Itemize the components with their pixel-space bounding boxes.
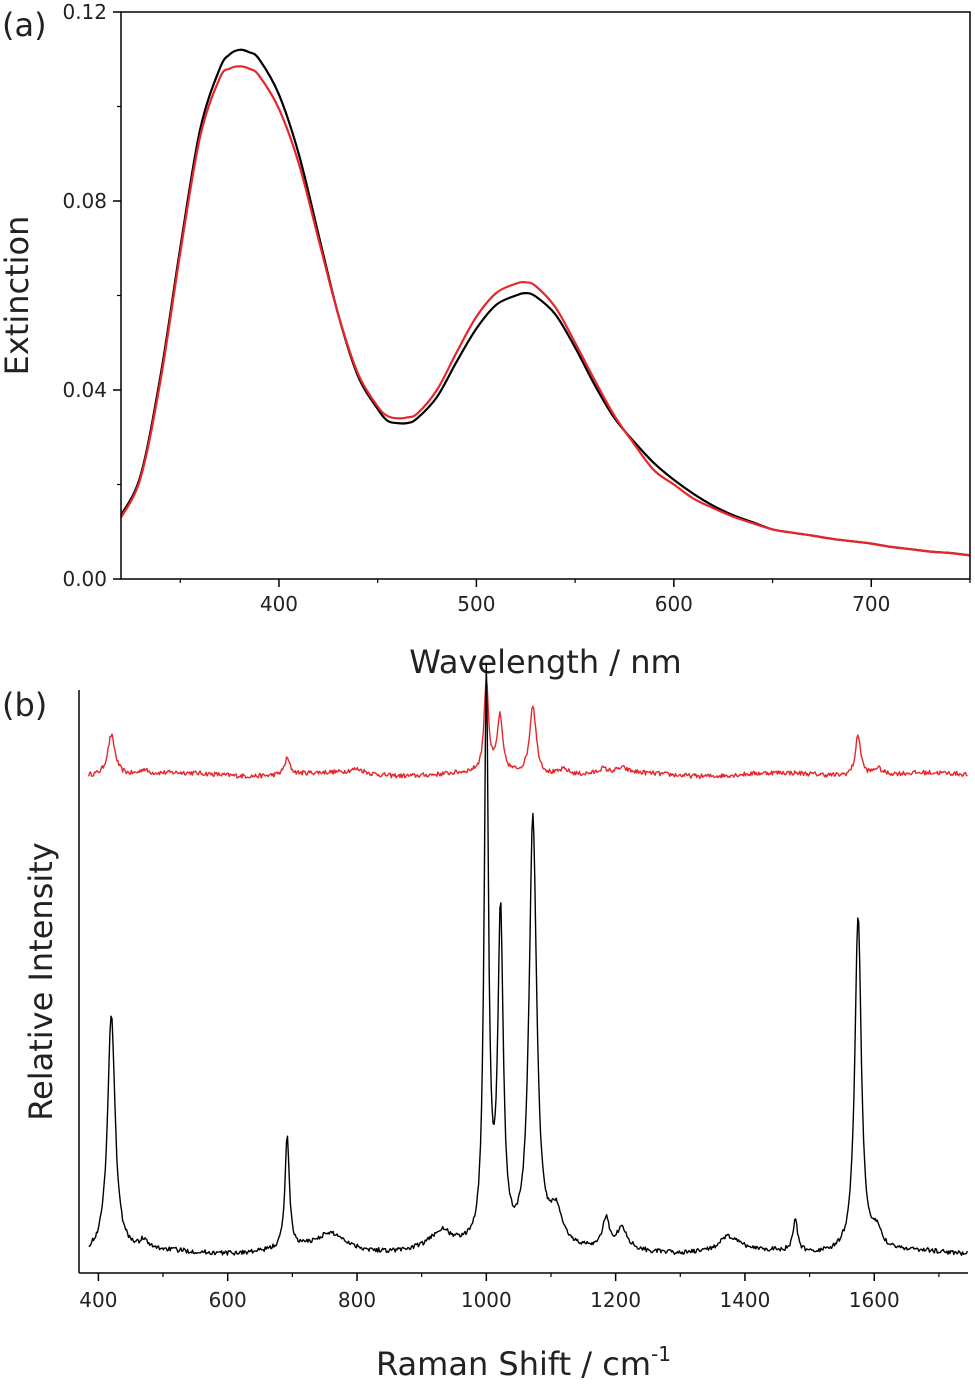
panel-a-y-tick-label: 0.12 bbox=[62, 0, 107, 24]
panel-b-series-line-2 bbox=[88, 662, 969, 1256]
panel-a-ticks: 400 500 600 700 0.00 0.04 0.08 0.12 bbox=[62, 0, 971, 616]
panel-a-y-tick-label: 0.04 bbox=[62, 378, 107, 402]
panel-a-x-tick-label: 400 bbox=[260, 592, 298, 616]
panel-a-y-axis-title: Extinction bbox=[0, 216, 36, 376]
panel-b-y-axis-title: Relative Intensity bbox=[22, 842, 60, 1121]
panel-a-series bbox=[120, 48, 971, 557]
panel-a-plot-frame bbox=[120, 11, 971, 580]
panel-b-x-tick-label: 400 bbox=[79, 1288, 117, 1312]
panel-b-raman-chart: (b) 400 600 800 1000 1200 1400 1600 Raman Shif… bbox=[2, 662, 969, 1383]
panel-b-ticks: 400 600 800 1000 1200 1400 1600 bbox=[79, 1273, 940, 1312]
panel-b-x-axis-title-text: Raman Shift / cm bbox=[376, 1345, 651, 1383]
panel-b-series bbox=[88, 662, 969, 1256]
panel-a-y-tick-label: 0.00 bbox=[62, 567, 107, 591]
panel-b-x-tick-label: 800 bbox=[338, 1288, 376, 1312]
panel-a-series-line-1 bbox=[120, 48, 971, 557]
panel-b-x-tick-label: 1200 bbox=[590, 1288, 641, 1312]
panel-a-extinction-chart: (a) 400 500 600 700 0.00 0.04 0.08 0.12 Wavelen… bbox=[0, 0, 971, 681]
panel-b-label: (b) bbox=[2, 686, 47, 724]
panel-a-y-tick-label: 0.08 bbox=[62, 189, 107, 213]
panel-b-x-tick-label: 600 bbox=[209, 1288, 247, 1312]
panel-a-x-tick-label: 500 bbox=[457, 592, 495, 616]
panel-a-x-tick-label: 700 bbox=[852, 592, 890, 616]
panel-b-x-axis-title: Raman Shift / cm-1 bbox=[376, 1342, 671, 1383]
panel-a-series-line-2 bbox=[120, 65, 971, 557]
panel-b-x-axis-title-superscript: -1 bbox=[651, 1342, 671, 1366]
panel-b-x-tick-label: 1400 bbox=[719, 1288, 770, 1312]
panel-a-x-tick-label: 600 bbox=[655, 592, 693, 616]
panel-a-label: (a) bbox=[2, 6, 47, 44]
panel-b-series-line-1 bbox=[88, 675, 968, 780]
panel-a-x-axis-title: Wavelength / nm bbox=[409, 643, 681, 681]
panel-b-x-tick-label: 1600 bbox=[849, 1288, 900, 1312]
panel-b-x-tick-label: 1000 bbox=[461, 1288, 512, 1312]
